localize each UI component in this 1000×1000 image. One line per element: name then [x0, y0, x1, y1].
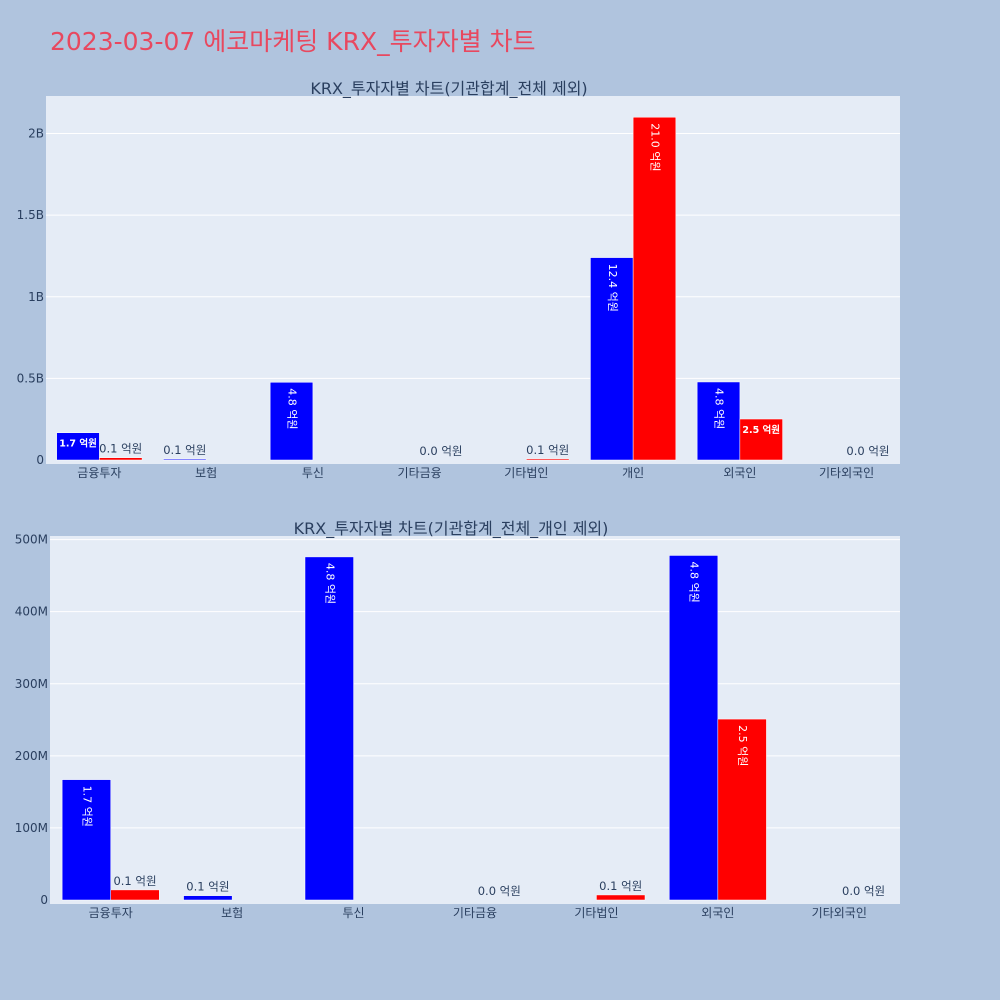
- bar-label: 4.8 억원: [286, 388, 299, 429]
- plot-area: [50, 536, 900, 904]
- y-tick-label: 2B: [28, 127, 44, 141]
- bar: [183, 895, 233, 901]
- chart-1-group: 0 100M 200M 300M 400M 500M KRX_투자자별 차트(기관합계_전체…: [15, 519, 900, 920]
- bar: [739, 418, 783, 461]
- x-tick-label: 기타법인: [504, 466, 548, 480]
- bar-label: 0.1 억원: [186, 880, 229, 894]
- x-tick-label: 금융투자: [77, 466, 121, 480]
- bar-label: 0.1 억원: [526, 443, 569, 457]
- bar-label: 21.0 억원: [648, 123, 661, 171]
- bar-label: 0.1 억원: [113, 874, 156, 888]
- bar: [696, 381, 741, 461]
- x-tick-label: 외국인: [701, 906, 734, 920]
- y-tick-label: 100M: [15, 821, 48, 835]
- bar: [717, 718, 767, 901]
- y-tick-label: 500M: [15, 533, 48, 547]
- x-tick-label: 보험: [221, 906, 243, 920]
- bar-label: 4.8 억원: [688, 561, 701, 602]
- bar: [61, 779, 111, 901]
- bar-label: 0.1 억원: [599, 879, 642, 893]
- y-tick-label: 300M: [15, 677, 48, 691]
- y-tick-label: 0: [40, 893, 48, 907]
- bar: [526, 458, 570, 461]
- bar-label: 1.7 억원: [80, 786, 93, 827]
- page-title: 2023-03-07 에코마케팅 KRX_투자자별 차트: [50, 27, 536, 56]
- bar: [163, 458, 207, 461]
- bar-label: 1.7 억원: [59, 438, 97, 450]
- bar-label: 2.5 억원: [736, 725, 749, 766]
- bar: [669, 555, 719, 901]
- chart-top: 0 0.5B 1B 1.5B 2B KRX_투자자별 차트(기관합계_전체 제외) 금융투자…: [17, 79, 900, 480]
- bar-label: 4.8 억원: [323, 563, 336, 604]
- x-tick-label: 기타금융: [398, 466, 442, 480]
- x-tick-label: 금융투자: [89, 906, 133, 920]
- plot-area: [46, 96, 900, 464]
- y-tick-label: 1.5B: [17, 208, 44, 222]
- bar-label: 0.0 억원: [846, 444, 889, 458]
- x-tick-label: 기타외국인: [819, 466, 874, 480]
- x-tick-label: 외국인: [723, 466, 756, 480]
- chart-0-group: 0 0.5B 1B 1.5B 2B KRX_투자자별 차트(기관합계_전체 제외) 금융투자…: [17, 79, 900, 480]
- y-tick-label: 200M: [15, 749, 48, 763]
- bar: [99, 457, 143, 461]
- y-tick-label: 400M: [15, 605, 48, 619]
- y-tick-label: 0.5B: [17, 371, 44, 385]
- bar-label: 2.5 억원: [742, 424, 780, 436]
- bar: [590, 257, 634, 461]
- bar: [304, 556, 354, 901]
- bar: [56, 432, 100, 461]
- x-tick-label: 보험: [195, 466, 217, 480]
- x-tick-label: 기타외국인: [812, 906, 867, 920]
- x-tick-label: 개인: [622, 466, 644, 480]
- chart-title: KRX_투자자별 차트(기관합계_전체_개인 제외): [294, 519, 609, 539]
- bar-label: 0.0 억원: [419, 444, 462, 458]
- y-tick-label: 1B: [28, 290, 44, 304]
- bar-label: 4.8 억원: [713, 388, 726, 429]
- x-tick-label: 기타법인: [574, 906, 618, 920]
- y-tick-label: 0: [36, 453, 44, 467]
- bar-label: 0.0 억원: [842, 884, 885, 898]
- bar-label: 0.1 억원: [163, 443, 206, 457]
- x-tick-label: 투신: [343, 906, 365, 920]
- bar: [269, 382, 314, 461]
- bar-label: 12.4 억원: [606, 264, 619, 312]
- bar: [632, 116, 677, 461]
- bar-label: 0.1 억원: [99, 442, 142, 456]
- bar: [596, 894, 646, 901]
- bar-label: 0.0 억원: [478, 884, 521, 898]
- x-tick-label: 기타금융: [453, 906, 497, 920]
- chart-title: KRX_투자자별 차트(기관합계_전체 제외): [310, 79, 587, 99]
- x-tick-label: 투신: [302, 466, 324, 480]
- bar: [110, 889, 160, 901]
